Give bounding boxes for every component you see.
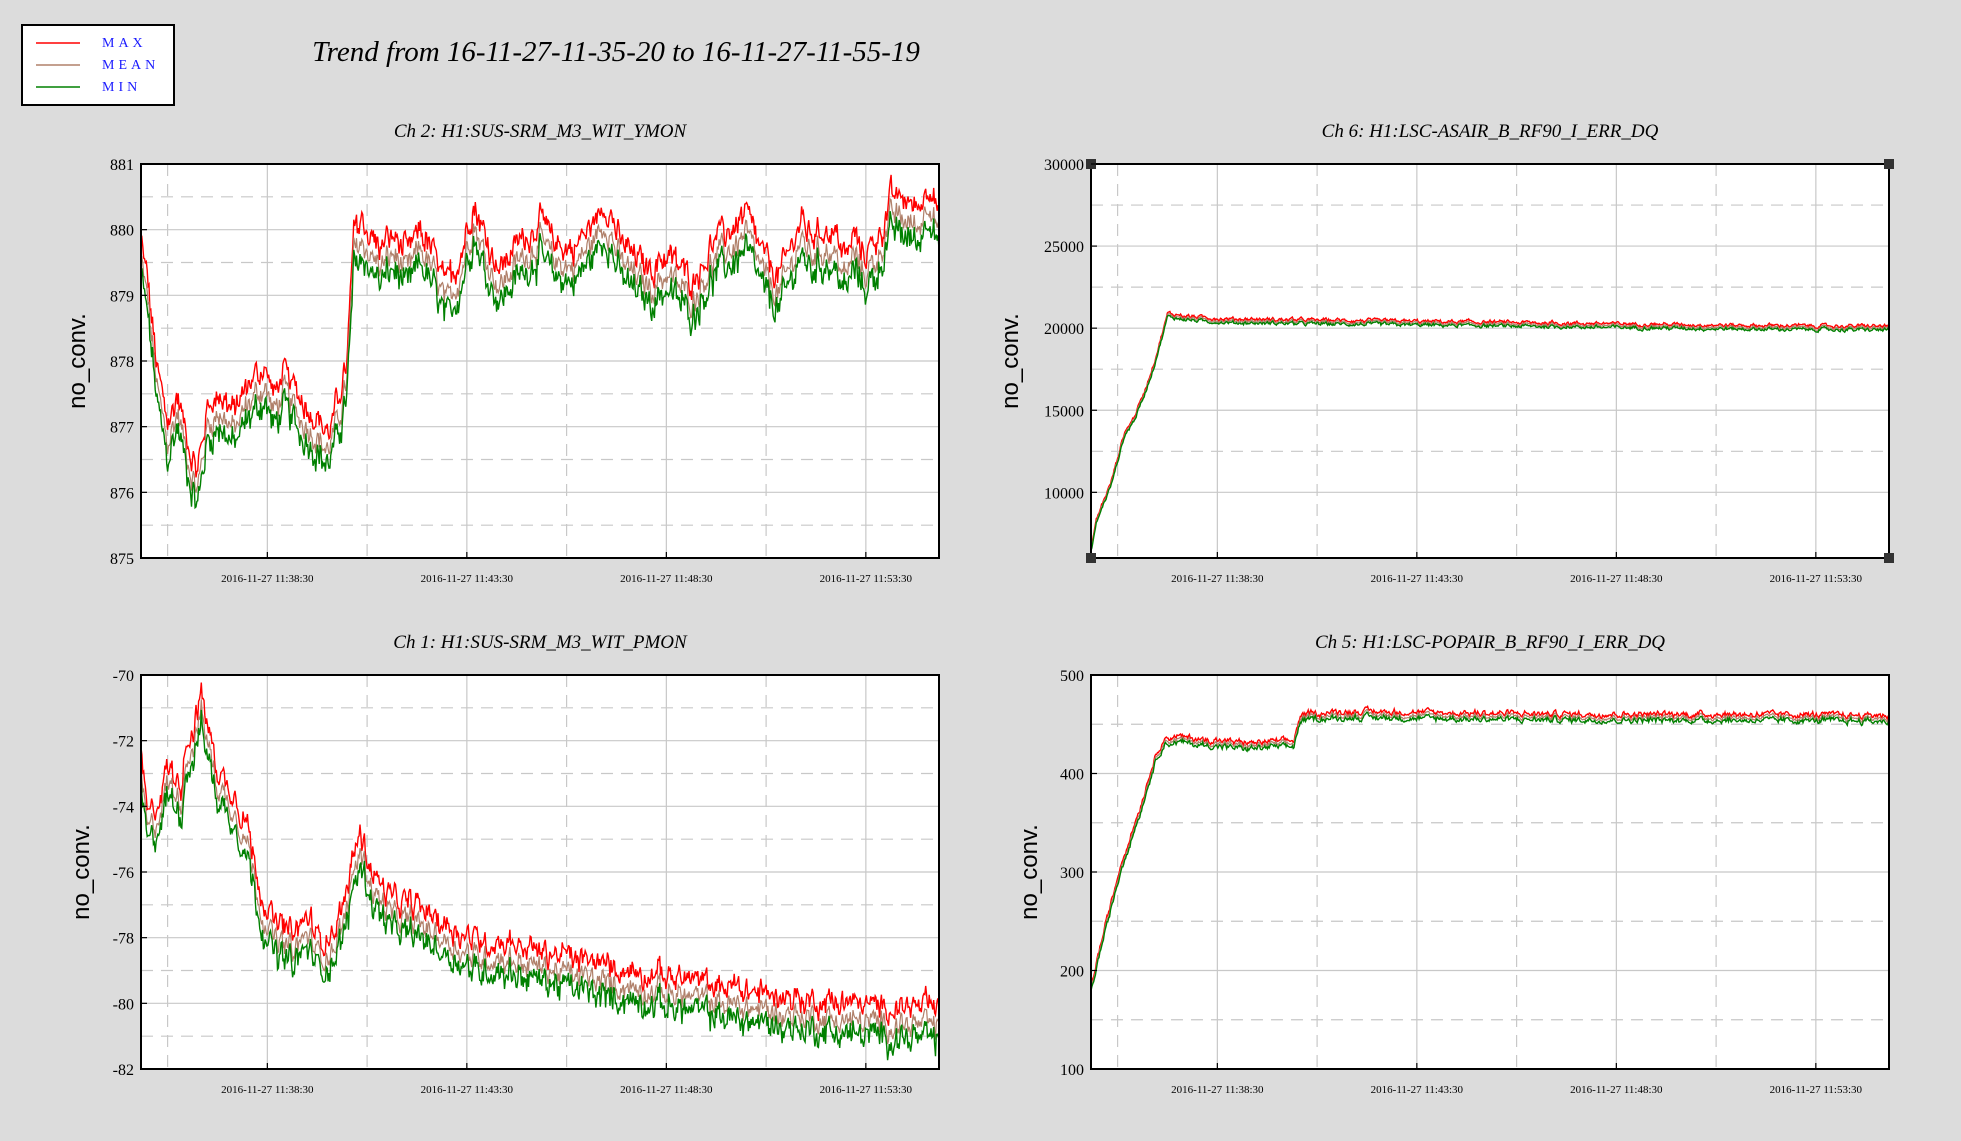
- x-tick-label: 2016-11-27 11:53:30: [1770, 1084, 1863, 1096]
- y-tick-label: 10000: [1044, 485, 1084, 502]
- chart-title: Ch 6: H1:LSC-ASAIR_B_RF90_I_ERR_DQ: [1322, 121, 1659, 142]
- y-tick-label: 20000: [1044, 321, 1084, 338]
- x-tick-label: 2016-11-27 11:43:30: [421, 573, 514, 585]
- y-tick-label: 876: [110, 485, 134, 502]
- chart-panels: Ch 2: H1:SUS-SRM_M3_WIT_YMON 881 880 879 878…: [64, 121, 1894, 1096]
- series-max-line: [1091, 704, 1889, 986]
- series-group: [141, 682, 939, 1061]
- resize-handle[interactable]: [1884, 553, 1894, 563]
- y-axis-label: no_conv.: [997, 313, 1024, 409]
- y-tick-label: 875: [110, 551, 134, 568]
- y-tick-label: 877: [110, 420, 134, 437]
- legend-label-min: MIN: [102, 80, 141, 95]
- series-group: [141, 174, 939, 510]
- chart-panel-4: Ch 5: H1:LSC-POPAIR_B_RF90_I_ERR_DQ 500 40…: [1016, 632, 1890, 1096]
- chart-panel-2: Ch 6: H1:LSC-ASAIR_B_RF90_I_ERR_DQ 30000 2…: [997, 121, 1894, 585]
- x-tick-label: 2016-11-27 11:43:30: [1371, 1084, 1464, 1096]
- plot-frame: [1090, 163, 1890, 559]
- x-tick-label: 2016-11-27 11:48:30: [620, 573, 713, 585]
- y-tick-label: -80: [113, 996, 134, 1013]
- y-tick-label: 100: [1060, 1062, 1084, 1079]
- y-tick-label: -72: [113, 734, 134, 751]
- chart-title: Ch 2: H1:SUS-SRM_M3_WIT_YMON: [394, 121, 688, 142]
- x-tick-label: 2016-11-27 11:48:30: [1570, 1084, 1663, 1096]
- y-axis-label: no_conv.: [64, 313, 91, 409]
- x-tick-label: 2016-11-27 11:38:30: [221, 1084, 314, 1096]
- series-max-line: [1091, 310, 1889, 547]
- chart-panel-3: Ch 1: H1:SUS-SRM_M3_WIT_PMON -70 -72 -74 -76…: [68, 632, 940, 1096]
- legend-label-max: MAX: [102, 36, 147, 51]
- chart-title: Ch 5: H1:LSC-POPAIR_B_RF90_I_ERR_DQ: [1315, 632, 1665, 653]
- x-tick-label: 2016-11-27 11:38:30: [1171, 1084, 1264, 1096]
- series-min-line: [141, 211, 939, 510]
- series-group: [1091, 310, 1889, 551]
- y-tick-label: 30000: [1044, 157, 1084, 174]
- x-tick-label: 2016-11-27 11:43:30: [1371, 573, 1464, 585]
- y-tick-label: -82: [113, 1062, 134, 1079]
- series-max-line: [141, 682, 939, 1026]
- chart-title: Ch 1: H1:SUS-SRM_M3_WIT_PMON: [393, 632, 688, 653]
- x-tick-label: 2016-11-27 11:38:30: [221, 573, 314, 585]
- y-tick-label: -74: [113, 799, 134, 816]
- y-tick-label: -70: [113, 668, 134, 685]
- series-mean-line: [141, 699, 939, 1045]
- series-group: [1091, 704, 1889, 991]
- legend-label-mean: MEAN: [102, 58, 159, 73]
- y-tick-label: 400: [1060, 767, 1084, 784]
- y-axis-label: no_conv.: [68, 824, 95, 920]
- x-tick-label: 2016-11-27 11:53:30: [820, 573, 913, 585]
- chart-panel-1: Ch 2: H1:SUS-SRM_M3_WIT_YMON 881 880 879 878…: [64, 121, 940, 585]
- y-tick-label: 25000: [1044, 239, 1084, 256]
- y-tick-label: 881: [110, 157, 134, 174]
- y-tick-label: 15000: [1044, 403, 1084, 420]
- x-tick-label: 2016-11-27 11:48:30: [1570, 573, 1663, 585]
- main-title: Trend from 16-11-27-11-35-20 to 16-11-27…: [312, 36, 920, 68]
- plot-area: [1091, 164, 1889, 558]
- series-max-line: [141, 174, 939, 478]
- series-mean-line: [1091, 708, 1889, 989]
- x-tick-label: 2016-11-27 11:53:30: [820, 1084, 913, 1096]
- legend: MAX MEAN MIN: [21, 24, 175, 106]
- y-tick-label: 500: [1060, 668, 1084, 685]
- x-tick-label: 2016-11-27 11:48:30: [620, 1084, 713, 1096]
- x-tick-label: 2016-11-27 11:53:30: [1770, 573, 1863, 585]
- x-tick-label: 2016-11-27 11:43:30: [421, 1084, 514, 1096]
- resize-handle[interactable]: [1884, 159, 1894, 169]
- y-axis-label: no_conv.: [1016, 824, 1043, 920]
- y-tick-label: 300: [1060, 865, 1084, 882]
- y-tick-label: 880: [110, 223, 134, 240]
- y-tick-label: -76: [113, 865, 134, 882]
- x-tick-label: 2016-11-27 11:38:30: [1171, 573, 1264, 585]
- series-min-line: [1091, 314, 1889, 551]
- series-min-line: [1091, 711, 1889, 991]
- series-min-line: [141, 709, 939, 1061]
- resize-handle[interactable]: [1086, 553, 1096, 563]
- y-tick-label: 200: [1060, 964, 1084, 981]
- y-tick-label: 878: [110, 354, 134, 371]
- y-tick-label: -78: [113, 931, 134, 948]
- series-mean-line: [141, 197, 939, 493]
- y-tick-label: 879: [110, 288, 134, 305]
- series-mean-line: [1091, 312, 1889, 549]
